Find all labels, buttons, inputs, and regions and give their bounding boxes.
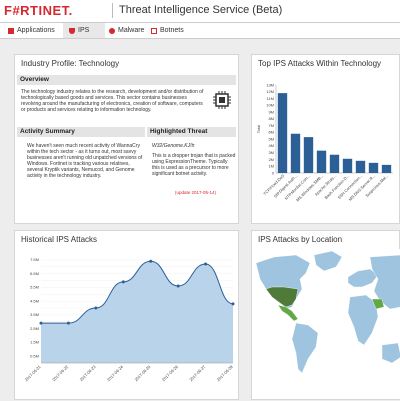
grid-icon: [8, 27, 14, 34]
tab-botnets[interactable]: Botnets: [147, 23, 193, 38]
y-tick-label: 8M: [268, 116, 274, 121]
data-point: [149, 259, 153, 263]
x-tick-label: 2017-06-28: [216, 364, 235, 383]
tab-ips[interactable]: IPS: [63, 23, 105, 38]
top-attacks-chart: 01M2M3M4M5M6M7M8M9M10M11M12M13MTotalTCP.…: [256, 82, 393, 202]
x-tick-label: 2017-06-27: [188, 364, 207, 383]
y-tick-label: 1M: [268, 164, 274, 169]
bar: [290, 133, 301, 173]
y-tick-label: 12M: [266, 89, 274, 94]
activity-heading: Activity Summary: [17, 127, 145, 137]
bar: [316, 150, 327, 173]
bar: [277, 93, 288, 173]
chip-icon: [213, 91, 231, 109]
y-tick-label: 13M: [266, 82, 274, 87]
shield-icon: [69, 27, 75, 34]
panel-title: Top IPS Attacks Within Technology: [258, 59, 382, 68]
x-tick-label: 2017-06-25: [133, 364, 152, 383]
panel-title: Historical IPS Attacks: [21, 235, 98, 244]
y-tick-label: 6.5M: [30, 271, 39, 276]
map-south-america: [291, 322, 319, 374]
bar: [381, 164, 392, 173]
y-tick-label: 2M: [268, 157, 274, 162]
tab-label: IPS: [78, 27, 90, 34]
bar: [355, 160, 366, 173]
y-axis-label: Total: [256, 125, 261, 134]
main-tabs: Applications IPS Malware Botnets: [0, 23, 400, 39]
y-tick-label: 7M: [268, 123, 274, 128]
bar: [303, 137, 314, 173]
y-tick-label: 6M: [268, 130, 274, 135]
tab-label: Botnets: [160, 27, 184, 34]
industry-profile-panel: Industry Profile: Technology Overview Th…: [14, 54, 239, 224]
y-tick-label: 5.5M: [30, 285, 39, 290]
historical-panel: Historical IPS Attacks 0.5M 1.5M 2.5M 3.5M 4…: [14, 230, 239, 400]
x-tick-label: 2017-06-24: [106, 364, 125, 383]
y-tick-label: 5M: [268, 136, 274, 141]
y-tick-label: 3.5M: [30, 312, 39, 317]
y-tick-label: 11M: [267, 96, 274, 101]
y-tick-label: 1.5M: [30, 340, 39, 345]
y-tick-label: 4.5M: [30, 298, 39, 303]
historical-chart: 0.5M 1.5M 2.5M 3.5M 4.5M 5.5M 6.5M 7.5M 2017-06-…: [24, 257, 235, 383]
update-date: (update 2017-05-14): [175, 190, 217, 195]
data-point: [121, 280, 125, 284]
x-tick-label: 2017-06-22: [51, 364, 70, 383]
y-tick-label: 7.5M: [30, 257, 39, 262]
x-tick-label: 2017-06-26: [161, 364, 180, 383]
data-point: [66, 321, 70, 325]
world-map[interactable]: [252, 249, 400, 399]
header-divider: [112, 3, 113, 18]
x-tick-label: 2017-06-23: [79, 364, 98, 383]
map-usa: [265, 286, 299, 308]
y-tick-label: 0.5M: [30, 353, 39, 358]
bar: [368, 162, 379, 173]
tab-label: Applications: [17, 27, 55, 34]
map-europe: [347, 268, 379, 288]
botnet-icon: [151, 27, 157, 34]
map-australia: [381, 342, 400, 364]
data-point: [231, 302, 235, 306]
threat-name: W32/Genome.KJ!tr: [152, 143, 195, 149]
tab-applications[interactable]: Applications: [8, 23, 60, 38]
tab-malware[interactable]: Malware: [105, 23, 147, 38]
y-tick-label: 10M: [266, 103, 274, 108]
top-attacks-panel: Top IPS Attacks Within Technology 0 1M 2M 3…: [251, 54, 400, 224]
map-africa: [347, 294, 379, 346]
y-tick-label: 2.5M: [30, 326, 39, 331]
overview-text: The technology industry relates to the r…: [21, 89, 204, 113]
area-fill: [41, 261, 233, 363]
x-tick-label: 2017-06-21: [24, 364, 43, 383]
app-title: Threat Intelligence Service (Beta): [119, 4, 283, 16]
data-point: [39, 321, 43, 325]
bar: [329, 154, 340, 173]
y-tick-label: 0: [272, 170, 275, 175]
map-mexico: [277, 304, 299, 322]
y-tick-label: 4M: [268, 143, 274, 148]
panel-title: IPS Attacks by Location: [258, 235, 343, 244]
threat-heading: Highlighted Threat: [147, 127, 236, 137]
bug-icon: [109, 27, 115, 34]
location-panel: IPS Attacks by Location: [251, 230, 400, 400]
data-point: [176, 284, 180, 288]
data-point: [204, 262, 208, 266]
map-middle-east: [371, 298, 385, 310]
app-header: F#RTINET. Threat Intelligence Service (B…: [0, 0, 400, 23]
activity-text: We haven't seen much recent activity of …: [27, 143, 143, 179]
map-greenland: [313, 250, 343, 272]
tab-label: Malware: [118, 27, 145, 34]
fortinet-logo[interactable]: F#RTINET.: [4, 3, 73, 18]
y-tick-label: 3M: [268, 150, 274, 155]
overview-heading: Overview: [17, 75, 236, 85]
data-point: [94, 306, 98, 310]
y-tick-label: 9M: [268, 109, 274, 114]
bar: [342, 158, 353, 173]
panel-title: Industry Profile: Technology: [21, 59, 120, 68]
threat-text: This is a dropper trojan that is packed …: [152, 153, 236, 177]
